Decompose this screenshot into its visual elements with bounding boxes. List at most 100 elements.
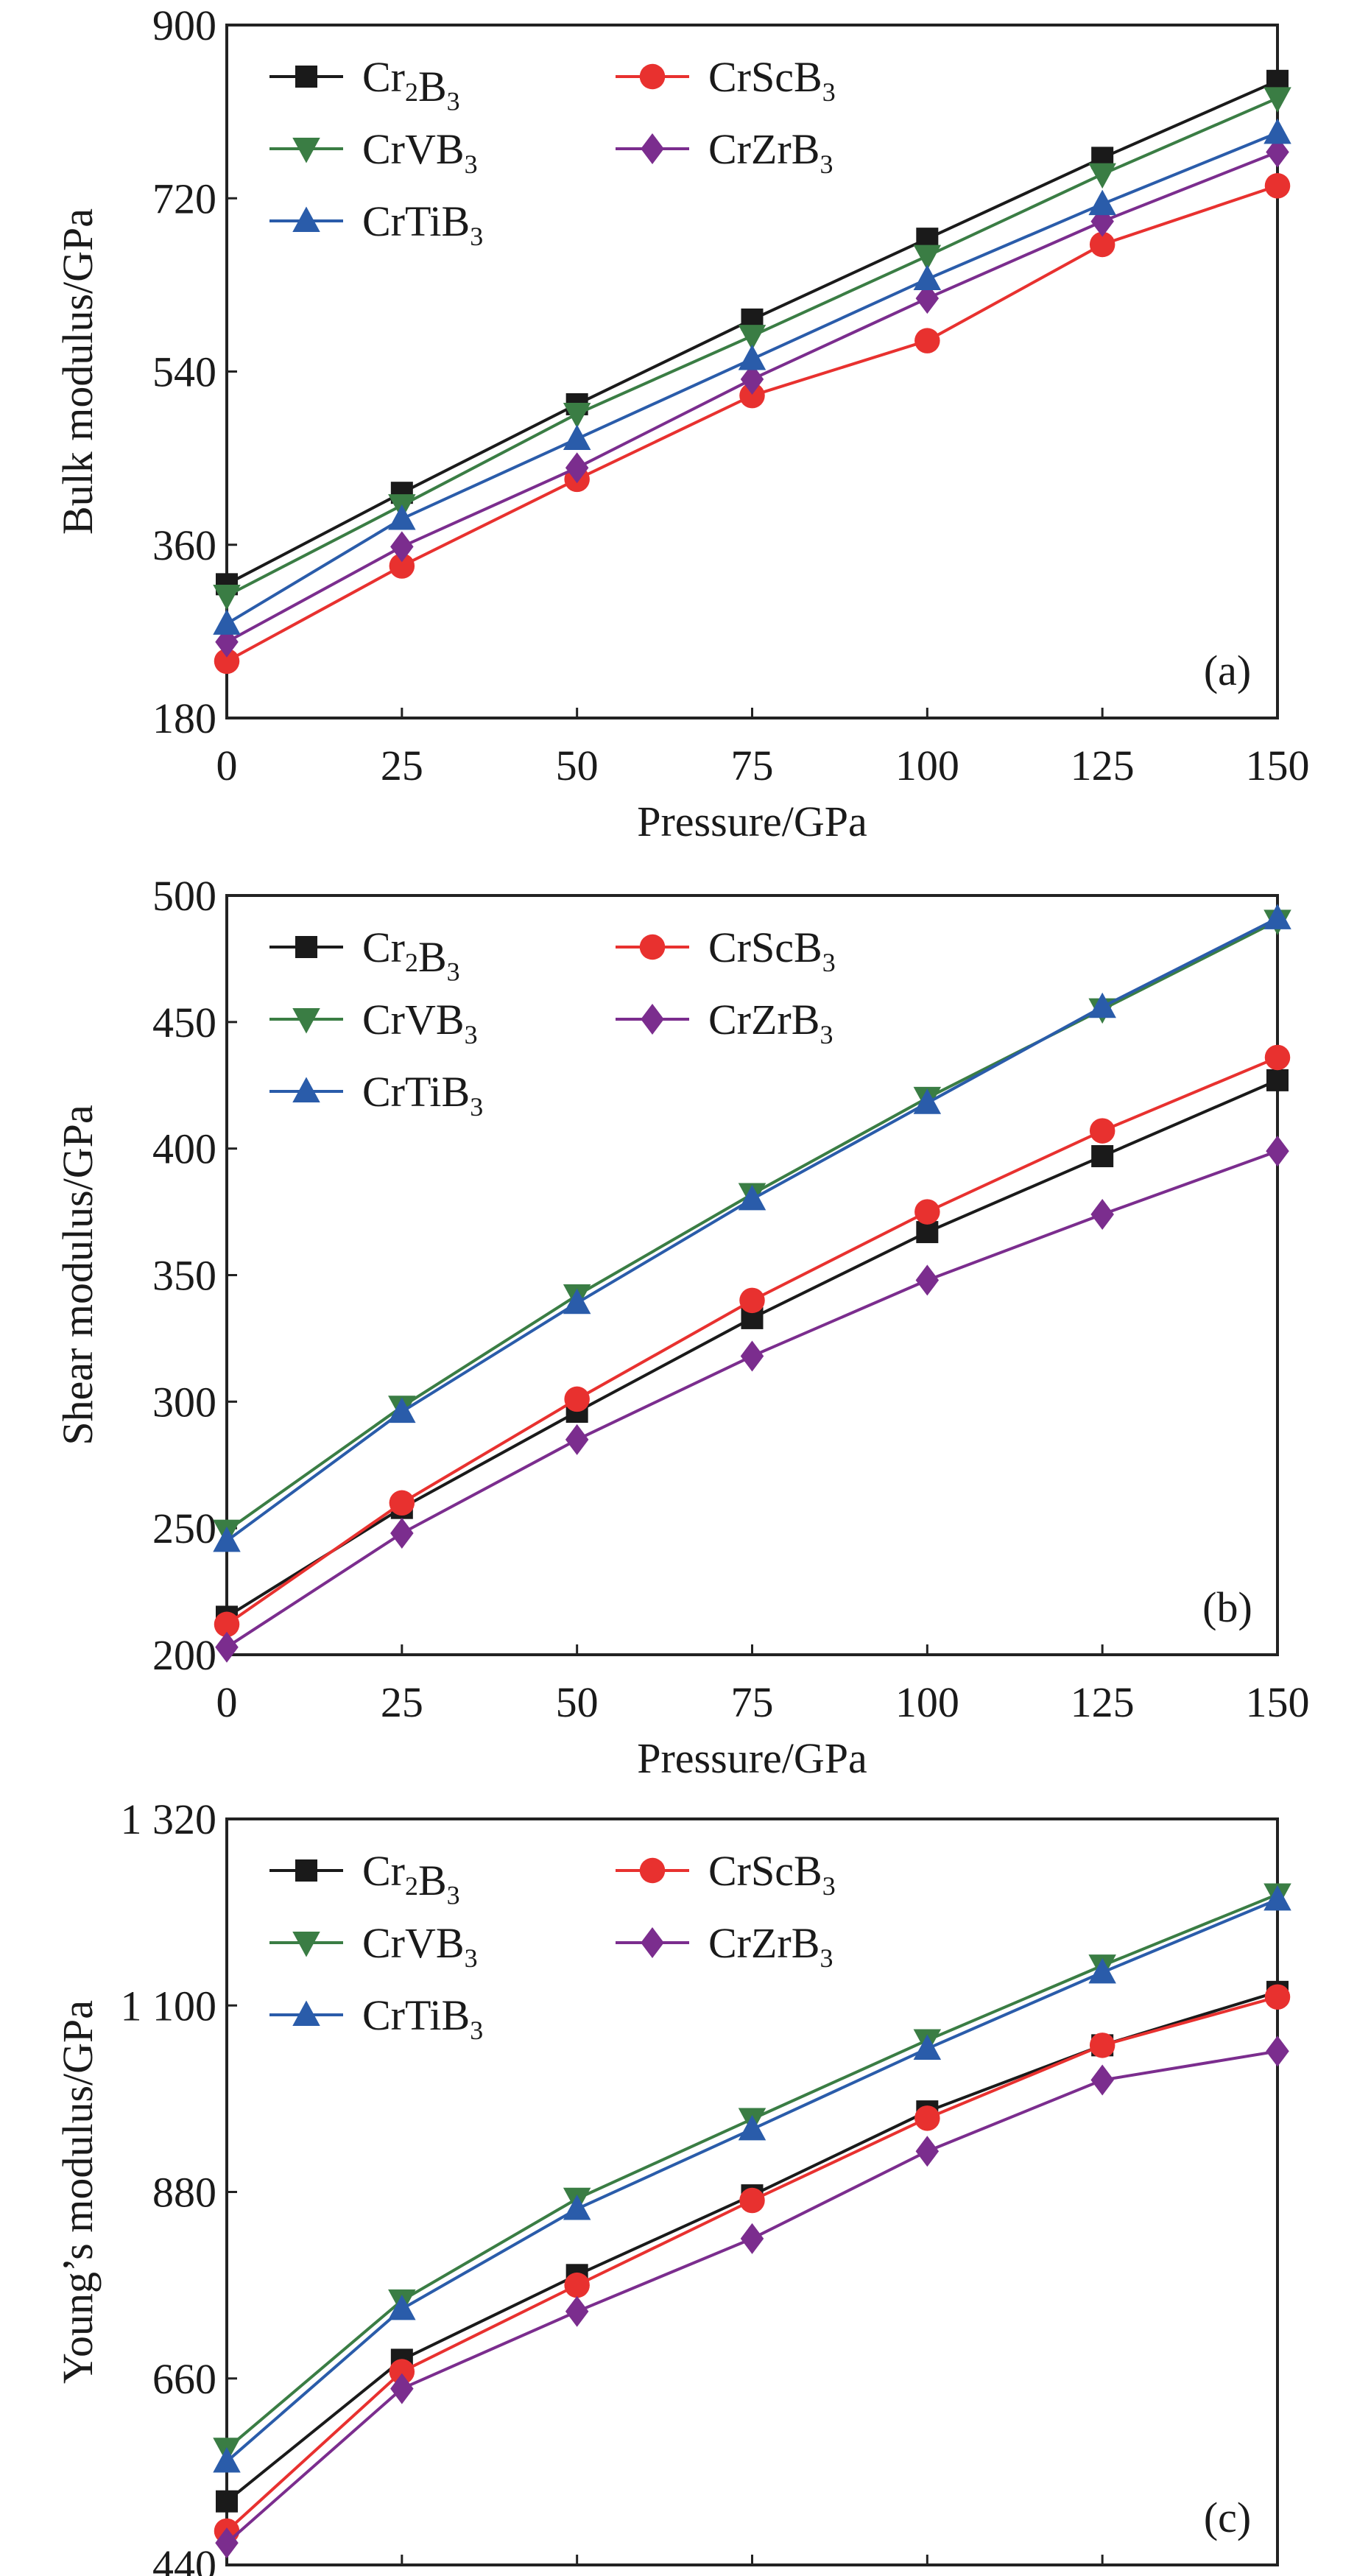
data-point: [1264, 173, 1291, 199]
x-tick-label: 0: [216, 1678, 238, 1726]
x-tick-label: 25: [381, 742, 423, 789]
panel-label: (c): [1204, 2494, 1251, 2541]
y-tick-label: 200: [152, 1631, 216, 1679]
data-point: [1263, 118, 1291, 144]
series-crscb3: [214, 173, 1291, 675]
data-point: [1088, 1957, 1116, 1984]
legend-label: Cr2B3: [362, 53, 460, 116]
x-axis-label: Pressure/GPa: [637, 798, 867, 845]
y-tick-label: 1 320: [121, 1795, 217, 1843]
series-line: [225, 1898, 1278, 2463]
plot-frame: [225, 24, 1279, 719]
x-tick-label: 0: [216, 742, 238, 789]
legend-label: CrZrB3: [708, 125, 833, 179]
panel-label: (a): [1204, 647, 1251, 694]
y-tick-label: 400: [152, 1125, 216, 1173]
legend-marker: [292, 1077, 320, 1102]
legend-label: CrVB3: [362, 996, 478, 1049]
legend-item: CrTiB3: [269, 1068, 483, 1122]
legend-item: CrScB3: [616, 923, 836, 977]
legend-label: CrTiB3: [362, 197, 483, 251]
x-tick-label: 50: [556, 742, 599, 789]
data-point: [564, 1386, 590, 1412]
data-point: [565, 1424, 589, 1455]
data-point: [390, 1518, 414, 1549]
y-tick-label: 720: [152, 175, 216, 222]
legend-item: CrVB3: [269, 1919, 478, 1973]
data-point: [1263, 1885, 1291, 1911]
legend-marker: [641, 1004, 664, 1035]
data-point: [388, 504, 416, 530]
data-point: [914, 2105, 940, 2131]
legend-label: CrVB3: [362, 125, 478, 179]
y-axis-label: Shear modulus/GPa: [54, 1105, 102, 1445]
legend: Cr2B3 CrScB3 CrVB3 CrZrB3 CrTiB3: [269, 1847, 836, 2045]
data-point: [563, 403, 591, 429]
y-axis-label: Young’s modulus/GPa: [54, 2000, 102, 2384]
legend-item: CrZrB3: [616, 125, 833, 179]
legend-marker: [639, 934, 666, 960]
data-point: [915, 2136, 940, 2167]
data-point: [915, 283, 940, 314]
data-point: [1266, 1069, 1289, 1091]
data-point: [913, 2034, 942, 2060]
data-point: [1088, 992, 1116, 1018]
data-point: [1264, 1984, 1291, 2010]
y-tick-label: 350: [152, 1252, 216, 1300]
data-point: [214, 1611, 240, 1638]
series-line: [225, 1150, 1278, 1649]
data-point: [738, 325, 766, 351]
data-point: [1263, 904, 1291, 929]
legend-marker: [292, 1008, 320, 1034]
data-point: [389, 1490, 415, 1516]
legend-item: Cr2B3: [269, 923, 460, 987]
data-point: [1091, 1144, 1114, 1167]
y-tick-label: 250: [152, 1505, 216, 1552]
data-point: [914, 328, 940, 353]
y-tick-label: 900: [152, 1, 216, 49]
legend-marker: [295, 936, 317, 958]
data-point: [388, 2294, 416, 2320]
series-crtib3: [213, 1885, 1291, 2473]
series-crvb3: [213, 1883, 1291, 2463]
series-crzrb3: [215, 1136, 1289, 1663]
series-line: [226, 184, 1278, 663]
data-point: [739, 1287, 765, 1314]
x-tick-label: 25: [381, 1678, 423, 1726]
legend-marker: [295, 1859, 317, 1882]
data-point: [388, 1397, 416, 1424]
y-tick-label: 1 100: [121, 1982, 217, 2030]
y-tick-label: 300: [152, 1378, 216, 1426]
data-point: [390, 531, 414, 563]
data-point: [738, 2114, 766, 2141]
data-point: [389, 553, 415, 579]
x-axis-label: Pressure/GPa: [637, 1734, 867, 1782]
data-point: [213, 609, 241, 635]
data-point: [213, 1526, 241, 1552]
legend-marker: [292, 2000, 320, 2026]
data-point: [1266, 1136, 1289, 1167]
legend-item: CrScB3: [616, 1847, 836, 1901]
data-point: [1088, 189, 1116, 216]
legend-label: CrScB3: [708, 53, 836, 107]
legend-marker: [641, 1927, 664, 1958]
y-tick-label: 440: [152, 2541, 216, 2576]
legend-item: CrZrB3: [616, 996, 833, 1049]
data-point: [563, 1288, 591, 1315]
data-point: [740, 363, 764, 395]
y-tick-label: 500: [152, 872, 216, 920]
data-point: [913, 264, 942, 291]
y-tick-label: 540: [152, 348, 216, 396]
y-tick-label: 450: [152, 999, 216, 1046]
y-tick-label: 880: [152, 2169, 216, 2217]
data-point: [913, 244, 942, 271]
data-point: [563, 2195, 591, 2220]
legend-label: CrZrB3: [708, 1919, 833, 1973]
legend-label: Cr2B3: [362, 1847, 460, 1910]
series-crtib3: [213, 118, 1291, 635]
data-point: [213, 585, 241, 610]
data-point: [563, 424, 591, 450]
legend-label: CrZrB3: [708, 996, 833, 1049]
